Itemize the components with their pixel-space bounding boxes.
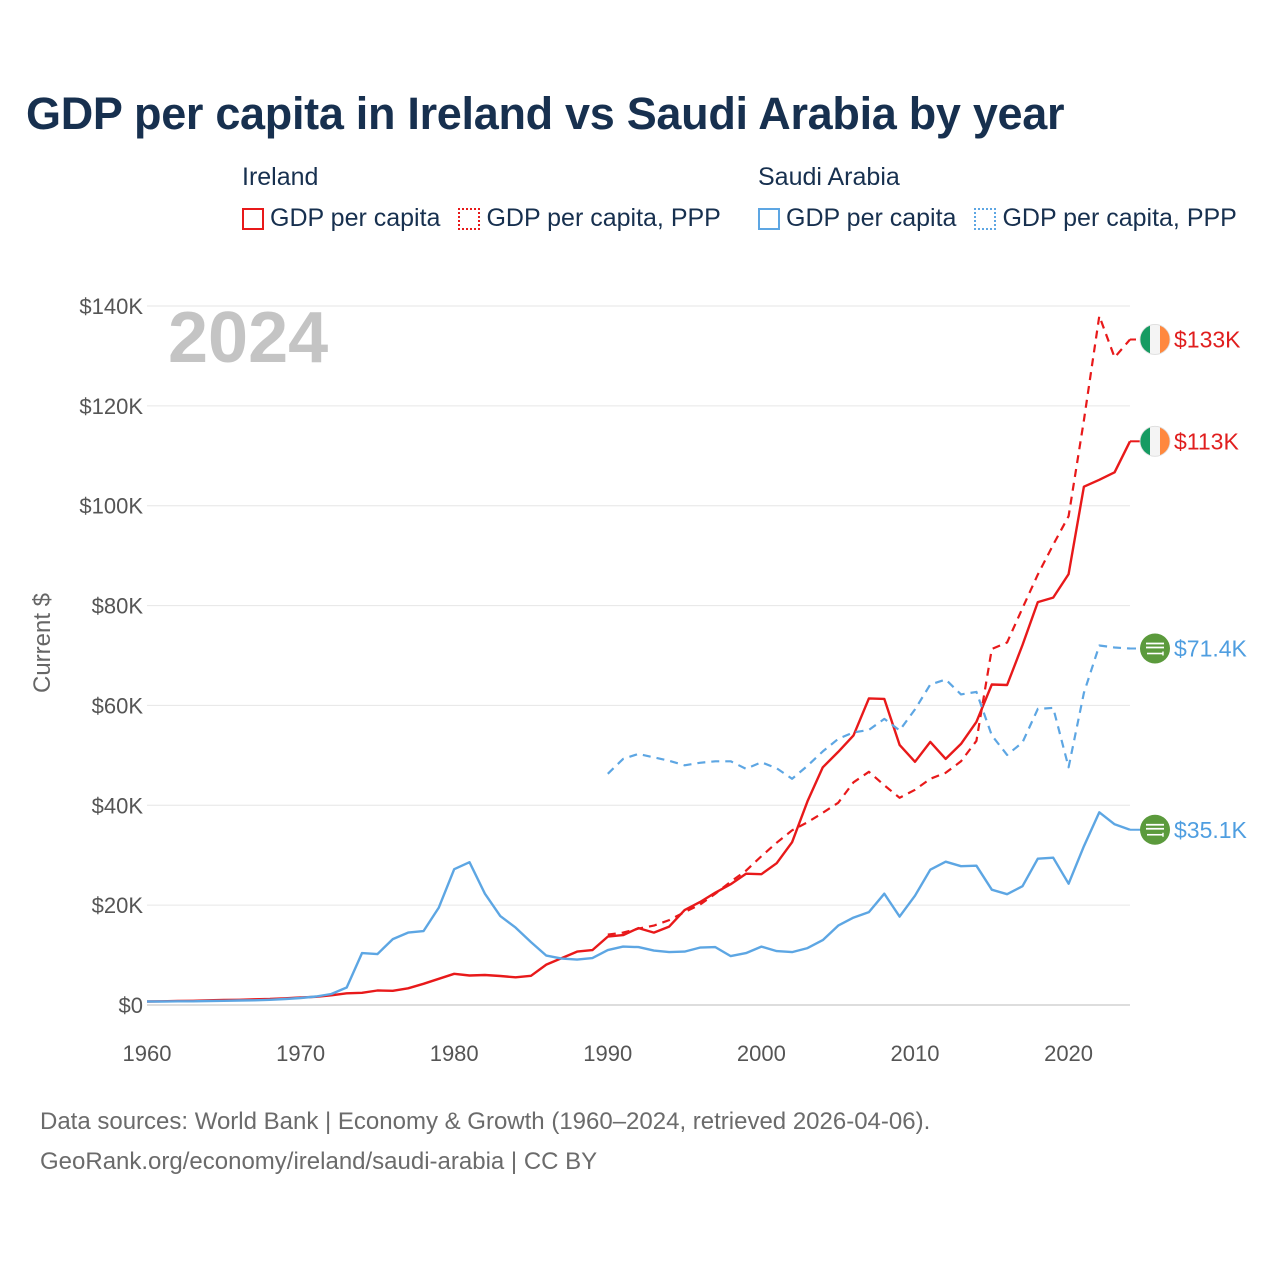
series-line-1[interactable]	[607, 314, 1131, 936]
footer-attribution: GeoRank.org/economy/ireland/saudi-arabia…	[40, 1148, 598, 1175]
legend-item-saudi-gdp[interactable]: GDP per capita	[758, 204, 956, 233]
x-tick-label: 1960	[123, 1041, 172, 1066]
series-line-2[interactable]	[147, 811, 1131, 1003]
legend-item-label: GDP per capita	[786, 204, 957, 232]
footer-sources: Data sources: World Bank | Economy & Gro…	[40, 1108, 931, 1135]
y-tick-label: $100K	[79, 494, 143, 519]
series-end-label: $133K	[1174, 326, 1241, 352]
legend-item-saudi-gdp-ppp[interactable]: GDP per capita, PPP	[974, 204, 1237, 233]
legend-swatch-solid-icon	[758, 207, 780, 230]
series-line-0[interactable]	[146, 440, 1132, 1003]
legend-swatch-dotted-icon	[974, 207, 997, 230]
legend-item-ireland-gdp[interactable]: GDP per capita	[242, 204, 440, 233]
x-tick-label: 1980	[430, 1041, 479, 1066]
y-tick-label: $60K	[92, 693, 144, 718]
x-tick-label: 1970	[276, 1041, 325, 1066]
x-tick-label: 2020	[1044, 1041, 1093, 1066]
legend-country-label: Ireland	[242, 163, 319, 191]
y-tick-label: $0	[119, 993, 143, 1018]
legend-item-label: GDP per capita, PPP	[1002, 204, 1237, 232]
saudi-arabia-flag-icon	[1140, 633, 1170, 664]
year-watermark: 2024	[168, 298, 328, 378]
ireland-flag-icon	[1139, 425, 1171, 457]
legend-group-saudi-arabia: Saudi Arabia GDP per capita GDP per capi…	[758, 160, 1237, 233]
legend-swatch-solid-icon	[242, 207, 264, 230]
legend-item-label: GDP per capita	[270, 204, 441, 232]
ireland-flag-icon	[1139, 324, 1171, 355]
y-tick-label: $40K	[92, 793, 144, 818]
y-tick-label: $120K	[79, 394, 143, 419]
saudi-arabia-flag-icon	[1140, 814, 1170, 845]
x-tick-label: 2010	[890, 1041, 939, 1066]
series-end-label: $71.4K	[1174, 636, 1248, 662]
legend-item-label: GDP per capita, PPP	[486, 204, 721, 232]
legend-group-ireland: Ireland GDP per capita GDP per capita, P…	[242, 160, 721, 233]
x-tick-label: 1990	[583, 1041, 632, 1066]
series-end-label: $35.1K	[1174, 817, 1248, 843]
series-end-label: $113K	[1174, 428, 1239, 454]
y-tick-label: $80K	[92, 594, 144, 619]
y-tick-label: $20K	[92, 893, 144, 918]
y-axis-title: Current $	[29, 593, 56, 693]
legend-country-label: Saudi Arabia	[758, 163, 900, 191]
y-tick-label: $140K	[79, 294, 143, 319]
series-line-3[interactable]	[607, 644, 1131, 780]
legend-swatch-dotted-icon	[458, 207, 481, 230]
x-tick-label: 2000	[737, 1041, 786, 1066]
legend-item-ireland-gdp-ppp[interactable]: GDP per capita, PPP	[458, 204, 721, 233]
chart-title: GDP per capita in Ireland vs Saudi Arabi…	[26, 88, 1065, 139]
